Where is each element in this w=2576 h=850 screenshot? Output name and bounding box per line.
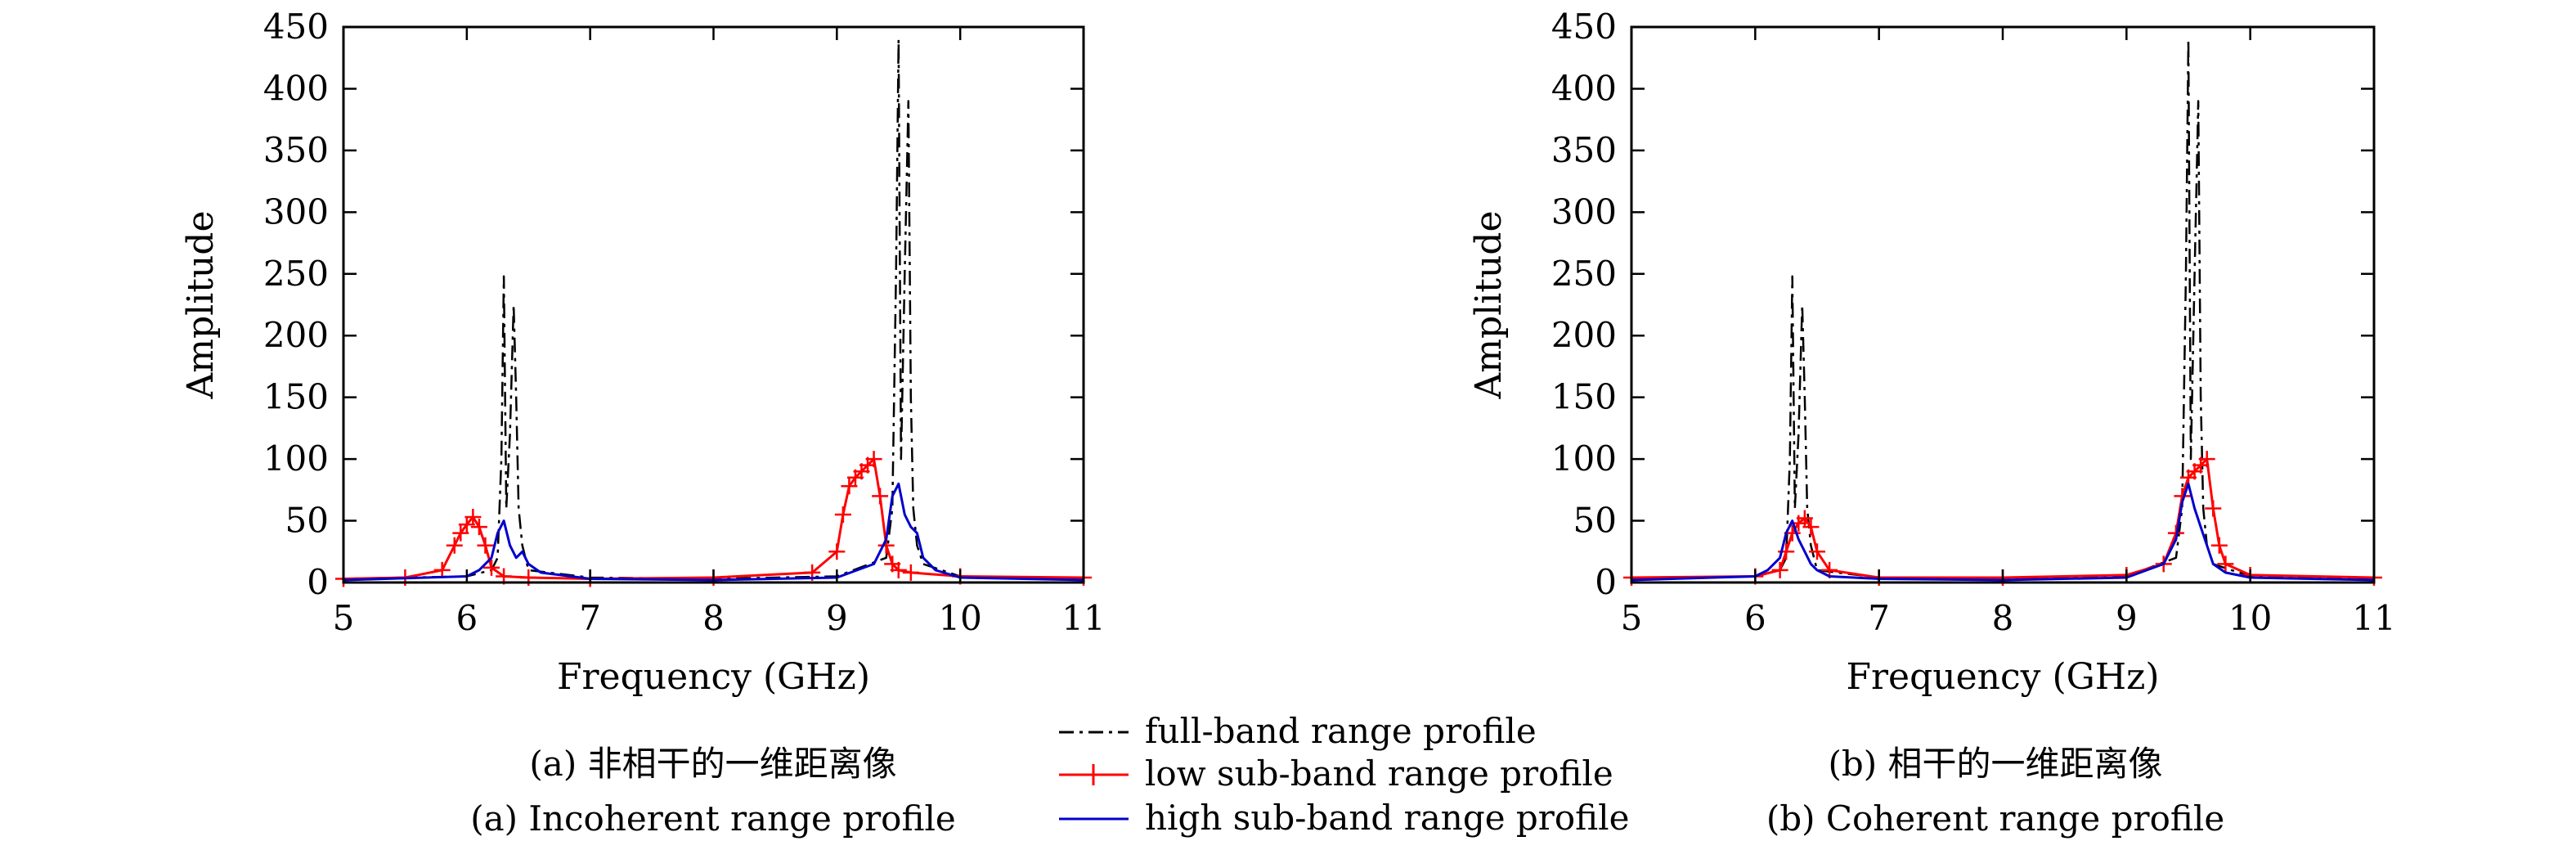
legend-label-high-sub-band: high sub-band range profile xyxy=(1145,798,1629,838)
data-point-marker xyxy=(452,524,469,542)
data-point-marker xyxy=(872,488,889,505)
data-point-marker xyxy=(433,561,451,578)
legend-marker-plus xyxy=(1083,764,1104,785)
legend-item-high-sub-band: high sub-band range profile xyxy=(1059,798,1629,838)
x-tick-label: 5 xyxy=(333,598,355,638)
x-tick-label: 8 xyxy=(702,598,725,638)
y-tick-label: 50 xyxy=(1573,501,1617,541)
data-point-marker xyxy=(890,561,907,578)
data-point-marker xyxy=(902,564,919,581)
data-point-marker xyxy=(865,451,882,468)
x-tick-label: 7 xyxy=(1868,598,1890,638)
chart-incoherent: 5 6 7 8 9 10 11 0 50 100 150 200 250 300 350 400 450 Freq… xyxy=(180,7,1106,698)
data-point-marker xyxy=(2205,500,2222,517)
series-line-high-sub-band xyxy=(343,482,1084,582)
x-tick-label: 9 xyxy=(2116,598,2138,638)
legend-item-low-sub-band: low sub-band range profile xyxy=(1059,753,1613,794)
data-point-marker xyxy=(470,519,487,536)
x-axis-label: Frequency (GHz) xyxy=(557,656,870,698)
data-point-marker xyxy=(1796,510,1813,527)
caption-a-cn: (a) 非相干的一维距离像 xyxy=(529,744,896,784)
y-tick-label: 300 xyxy=(263,191,329,232)
plot-frame xyxy=(342,25,1085,584)
x-tick-label: 10 xyxy=(938,598,981,638)
y-tick-label: 250 xyxy=(263,254,329,294)
y-tick-label: 100 xyxy=(263,438,329,479)
data-point-marker xyxy=(1771,561,1788,578)
series-line-full-band xyxy=(1631,38,2375,580)
data-point-marker xyxy=(477,537,494,554)
data-point-marker xyxy=(841,478,858,495)
x-tick-label: 11 xyxy=(2352,598,2395,638)
y-tick-label: 400 xyxy=(263,68,329,108)
y-tick-label: 450 xyxy=(263,7,329,47)
data-point-marker xyxy=(834,506,851,524)
series-line-low-sub-band xyxy=(343,457,1084,580)
x-tick-label: 9 xyxy=(826,598,848,638)
y-tick-label: 150 xyxy=(263,377,329,417)
data-point-marker xyxy=(446,537,463,554)
y-tick-label: 450 xyxy=(1551,7,1617,47)
plot-frame xyxy=(1630,25,2376,584)
data-point-marker xyxy=(483,559,500,576)
y-tick-label: 0 xyxy=(1595,562,1617,602)
series-line-high-sub-band xyxy=(1631,482,2375,582)
x-tick-label: 5 xyxy=(1621,598,1643,638)
legend: full-band range profile low sub-band ran… xyxy=(1059,711,1629,838)
data-point-marker xyxy=(464,509,482,526)
y-tick-label: 0 xyxy=(307,562,329,602)
x-axis-label: Frequency (GHz) xyxy=(1846,656,2159,698)
series-line-full-band xyxy=(343,38,1084,580)
data-point-marker xyxy=(2210,537,2228,554)
y-tick-label: 300 xyxy=(1551,191,1617,232)
series-line-low-sub-band xyxy=(1631,457,2375,579)
caption-b-cn: (b) 相干的一维距离像 xyxy=(1828,744,2162,784)
y-tick-label: 350 xyxy=(1551,130,1617,170)
data-point-marker xyxy=(1809,543,1825,560)
x-tick-label: 8 xyxy=(1992,598,2014,638)
x-tick-label: 6 xyxy=(456,598,478,638)
data-point-marker xyxy=(828,543,846,560)
caption-a-en: (a) Incoherent range profile xyxy=(470,798,956,839)
y-tick-label: 150 xyxy=(1551,377,1617,417)
y-axis-label: Amplitude xyxy=(180,210,222,399)
chart-coherent: 5 6 7 8 9 10 11 0 50 100 150 200 250 300 350 400 450 Freq… xyxy=(1468,7,2396,698)
y-tick-label: 250 xyxy=(1551,254,1617,294)
caption-b-en: (b) Coherent range profile xyxy=(1766,798,2224,839)
y-tick-label: 200 xyxy=(1551,315,1617,355)
x-tick-label: 6 xyxy=(1744,598,1766,638)
legend-label-full-band: full-band range profile xyxy=(1145,711,1537,751)
x-tick-label: 7 xyxy=(579,598,601,638)
data-point-marker xyxy=(2217,555,2234,573)
y-tick-label: 400 xyxy=(1551,68,1617,108)
y-tick-label: 350 xyxy=(263,130,329,170)
data-point-marker xyxy=(1802,519,1820,536)
x-tick-label: 10 xyxy=(2228,598,2272,638)
y-tick-label: 200 xyxy=(263,315,329,355)
legend-item-full-band: full-band range profile xyxy=(1059,711,1537,751)
y-tick-label: 50 xyxy=(285,501,329,541)
data-point-marker xyxy=(2198,451,2215,468)
legend-label-low-sub-band: low sub-band range profile xyxy=(1145,753,1613,794)
y-axis-label: Amplitude xyxy=(1468,210,1510,399)
y-tick-label: 100 xyxy=(1551,438,1617,479)
x-tick-label: 11 xyxy=(1061,598,1105,638)
